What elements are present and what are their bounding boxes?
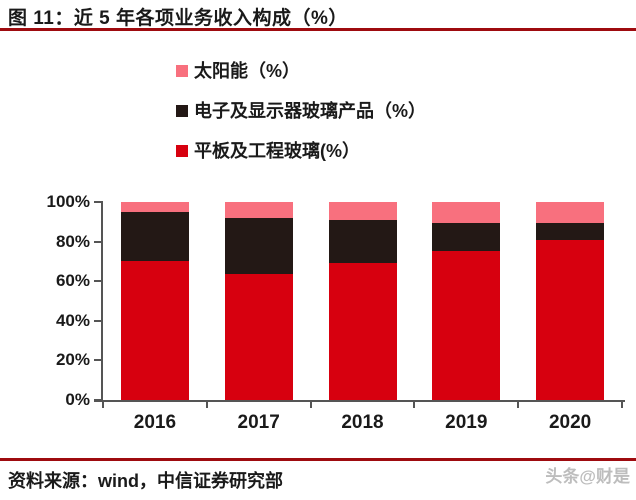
bar-segment [536,222,605,240]
legend-swatch-icon [176,65,188,77]
source-note: 资料来源：wind，中信证券研究部 [8,471,283,491]
y-axis-tick [94,399,101,401]
x-axis-label: 2017 [237,412,280,433]
title-underline [0,28,636,31]
stacked-bar-2020 [536,202,605,400]
stacked-bar-2017 [224,202,293,400]
bar-segment [432,222,501,251]
stacked-bar-2019 [432,202,501,400]
x-axis-tick [621,402,623,408]
footer-rule [0,458,636,461]
legend-label: 太阳能（%） [194,61,301,81]
legend-item: 电子及显示器玻璃产品（%） [176,99,426,123]
y-axis-tick [94,240,101,243]
x-axis-tick [309,402,312,408]
bar-segment [328,263,397,400]
chart-legend: 太阳能（%） 电子及显示器玻璃产品（%） 平板及工程玻璃(%） [176,59,426,163]
bar-segment [120,211,189,262]
x-axis-label: 2019 [445,412,488,433]
x-axis-tick [205,402,208,408]
bar-segment [432,250,501,400]
bar-segment [224,217,293,275]
x-axis-tick [413,402,416,408]
legend-label: 平板及工程玻璃(%） [194,141,360,161]
x-axis-label: 2018 [341,412,384,433]
y-axis-tick [94,201,101,203]
y-axis-tick [94,280,101,283]
y-axis-label: 80% [55,231,90,251]
y-axis-label: 100% [46,192,90,211]
bar-segment [120,202,189,212]
watermark: 头条@财是 [545,467,630,486]
legend-item: 太阳能（%） [176,59,426,83]
y-axis-tick [94,359,101,362]
bar-segment [432,202,501,223]
stacked-bar-2018 [328,202,397,400]
legend-swatch-icon [176,105,188,117]
bar-segment [120,261,189,400]
y-axis-line [101,201,103,402]
legend-swatch-icon [176,145,188,157]
y-axis-label: 20% [55,350,90,370]
bar-segment [536,239,605,400]
y-axis-label: 60% [55,271,90,291]
y-axis-label: 40% [55,310,90,330]
x-axis-line [94,400,625,402]
x-axis-label: 2020 [548,412,592,433]
bar-segment [328,202,397,220]
x-axis-tick [517,402,520,408]
y-axis-tick [94,319,101,322]
legend-label: 电子及显示器玻璃产品（%） [194,101,427,121]
x-axis-label: 2016 [133,412,177,433]
legend-item: 平板及工程玻璃(%） [176,139,426,163]
stacked-bar-2016 [120,202,189,400]
bar-segment [328,219,397,264]
bar-segment [536,202,605,223]
x-axis-tick [102,402,104,408]
y-axis-label: 0% [65,390,90,409]
figure-title: 图 11：近 5 年各项业务收入构成（%） [8,8,348,29]
bar-segment [224,274,293,400]
plot-area: 0% 20% 40% 60% 80% 100% 2016 2017 2018 2019 2020 [47,192,625,433]
bar-segment [224,202,293,218]
